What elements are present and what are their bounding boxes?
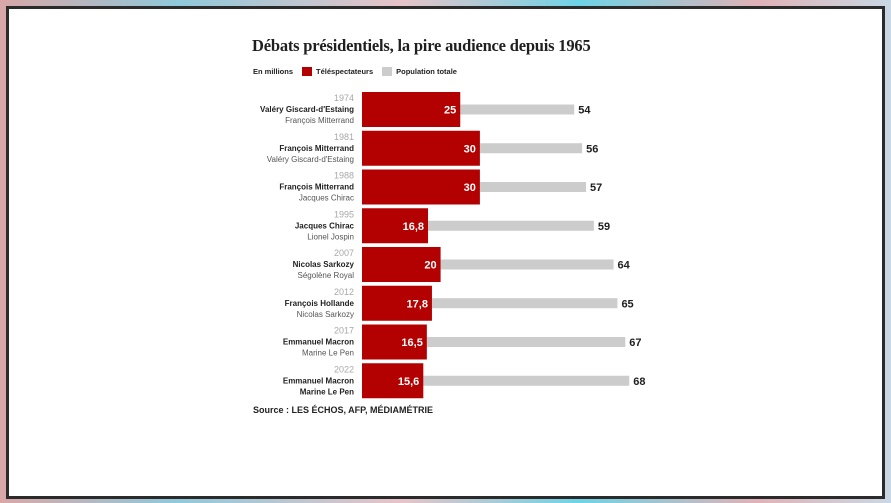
- chart-title: Débats présidentiels, la pire audience d…: [252, 36, 591, 55]
- viewers-value-label: 17,8: [407, 298, 428, 310]
- population-bar: [423, 375, 630, 386]
- population-bar: [428, 220, 594, 231]
- population-bar: [426, 337, 626, 347]
- legend-label-population: Population totale: [396, 67, 457, 76]
- viewers-value-label: 30: [464, 143, 476, 155]
- viewers-bar: [362, 169, 480, 205]
- viewers-value-label: 16,8: [403, 221, 424, 233]
- viewers-value-label: 20: [424, 260, 436, 272]
- winner-label: Nicolas Sarkozy: [293, 260, 355, 269]
- winner-label: Emmanuel Macron: [283, 376, 354, 385]
- legend: En millions Téléspectateurs Population t…: [253, 67, 457, 76]
- opponent-label: François Mitterrand: [285, 116, 354, 125]
- viewers-bar: [362, 285, 432, 321]
- opponent-label: Marine Le Pen: [302, 349, 354, 358]
- population-value-label: 59: [598, 221, 610, 233]
- year-label: 2017: [334, 326, 354, 336]
- population-bar: [460, 104, 575, 115]
- legend-label-viewers: Téléspectateurs: [316, 67, 374, 76]
- unit-label: En millions: [253, 67, 294, 76]
- opponent-label: Ségolène Royal: [298, 271, 355, 280]
- viewers-value-label: 25: [444, 105, 456, 117]
- winner-label: François Mitterrand: [279, 144, 354, 153]
- year-label: 2007: [334, 248, 354, 258]
- viewers-bar: [362, 92, 461, 127]
- population-value-label: 64: [618, 260, 631, 272]
- opponent-label: Jacques Chirac: [299, 194, 354, 203]
- population-value-label: 54: [578, 105, 591, 117]
- year-label: 1974: [334, 93, 354, 103]
- population-bar: [479, 182, 587, 192]
- viewers-value-label: 30: [464, 182, 476, 194]
- viewers-bar: [362, 363, 424, 399]
- legend-swatch-population: [382, 67, 393, 76]
- winner-label: François Hollande: [285, 299, 355, 308]
- viewers-bar: [362, 247, 441, 282]
- chart-frame: [6, 6, 885, 499]
- winner-label: Jacques Chirac: [295, 221, 355, 230]
- population-bar: [479, 143, 583, 154]
- viewers-value-label: 15,6: [398, 376, 419, 388]
- opponent-label: Nicolas Sarkozy: [297, 310, 354, 319]
- year-label: 2012: [334, 287, 354, 297]
- population-bar: [440, 259, 614, 270]
- opponent-label: Marine Le Pen: [300, 387, 354, 396]
- year-label: 2022: [334, 364, 354, 374]
- winner-label: Valéry Giscard-d'Estaing: [260, 105, 354, 114]
- population-value-label: 57: [590, 182, 602, 194]
- opponent-label: Lionel Jospin: [307, 232, 354, 241]
- legend-swatch-viewers: [302, 67, 313, 76]
- year-label: 1988: [334, 171, 354, 181]
- opponent-label: Valéry Giscard-d'Estaing: [267, 155, 354, 164]
- viewers-value-label: 16,5: [401, 337, 422, 349]
- winner-label: Emmanuel Macron: [283, 338, 354, 347]
- year-label: 1995: [334, 209, 354, 219]
- population-value-label: 67: [629, 337, 641, 349]
- winner-label: François Mitterrand: [279, 183, 354, 192]
- population-value-label: 56: [586, 143, 598, 155]
- viewers-bar: [362, 324, 427, 360]
- population-value-label: 65: [621, 298, 633, 310]
- viewers-bar: [362, 208, 429, 244]
- population-value-label: 68: [633, 376, 645, 388]
- year-label: 1981: [334, 132, 354, 142]
- source-note: Source : LES ÉCHOS, AFP, MÉDIAMÉTRIE: [253, 405, 434, 415]
- population-bar: [431, 298, 618, 309]
- viewers-bar: [362, 130, 480, 166]
